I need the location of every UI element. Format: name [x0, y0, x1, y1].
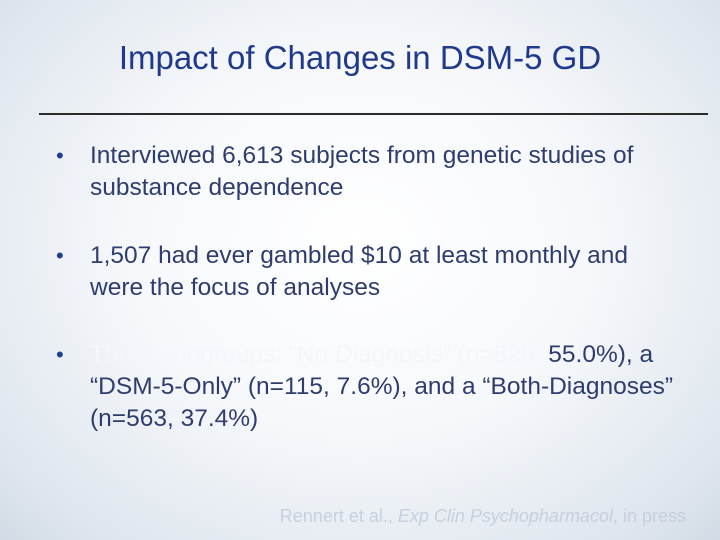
bullet-text-first-line: Three subgroups: “No Diagnosis” (n=829,: [90, 341, 542, 368]
bullet-text: Interviewed 6,613 subjects from genetic …: [90, 142, 634, 201]
citation-journal: Exp Clin Psychopharmacol: [397, 506, 613, 526]
slide-title: Impact of Changes in DSM-5 GD: [118, 39, 602, 76]
citation-status: , in press: [612, 506, 686, 526]
bullet-list: • Interviewed 6,613 subjects from geneti…: [56, 140, 676, 471]
bullet-dot-icon: •: [56, 143, 64, 168]
title-divider: [39, 113, 708, 115]
bullet-dot-icon: •: [56, 243, 64, 268]
citation: Rennert et al., Exp Clin Psychopharmacol…: [280, 505, 686, 527]
bullet-item: • 1,507 had ever gambled $10 at least mo…: [56, 240, 676, 304]
bullet-dot-icon: •: [56, 342, 64, 367]
bullet-item: • Three subgroups: “No Diagnosis” (n=829…: [56, 339, 676, 435]
citation-authors: Rennert et al.,: [279, 506, 393, 526]
bullet-text: 55.0%), a “DSM-5-Only” (n=115, 7.6%), an…: [90, 341, 674, 432]
bullet-text: 1,507 had ever gambled $10 at least mont…: [90, 242, 629, 301]
bullet-item: • Interviewed 6,613 subjects from geneti…: [56, 140, 676, 204]
